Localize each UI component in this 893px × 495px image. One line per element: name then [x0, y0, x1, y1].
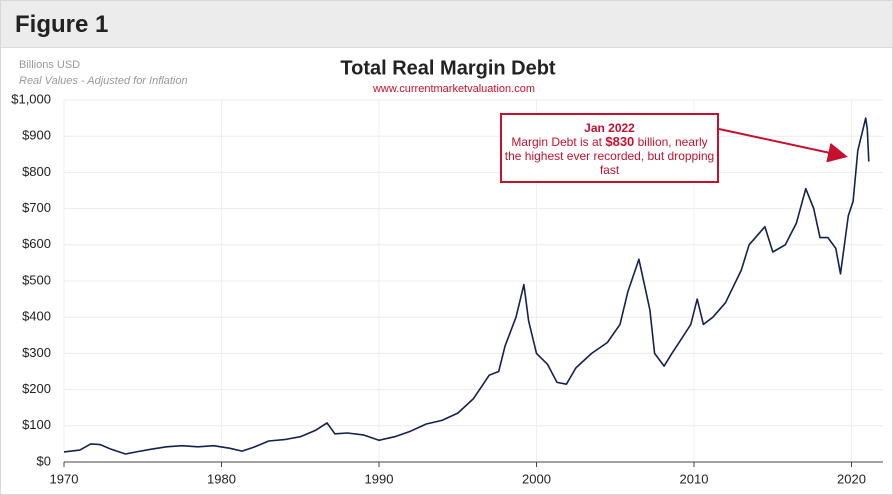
- y-tick-label: $1,000: [11, 91, 51, 106]
- annotation-text: billion, nearly the highest ever recorde…: [504, 135, 715, 177]
- y-note: Real Values - Adjusted for Inflation: [19, 75, 188, 87]
- chart-subtitle: www.currentmarketvaluation.com: [372, 83, 535, 95]
- x-tick-label: 2010: [680, 471, 709, 486]
- annotation: Jan 2022 Margin Debt is at $830 billion,…: [500, 113, 719, 183]
- x-tick-label: 2020: [837, 471, 866, 486]
- annotation-text: Margin Debt is at: [511, 135, 603, 149]
- y-tick-label: $700: [22, 200, 51, 215]
- y-tick-label: $300: [22, 345, 51, 360]
- x-tick-label: 1980: [207, 471, 236, 486]
- x-tick-label: 1970: [50, 471, 79, 486]
- y-tick-label: $600: [22, 236, 51, 251]
- annotation-title: Jan 2022: [584, 121, 635, 135]
- y-tick-label: $800: [22, 164, 51, 179]
- chart-title: Total Real Margin Debt: [340, 57, 556, 79]
- annotation-arrow: [718, 128, 848, 163]
- x-tick-label: 2000: [522, 471, 551, 486]
- header: Figure 1: [1, 1, 892, 48]
- y-tick-label: $400: [22, 309, 51, 324]
- y-tick-label: $0: [37, 453, 51, 468]
- figure-title: Figure 1: [15, 11, 109, 38]
- y-tick-label: $900: [22, 128, 51, 143]
- y-tick-label: $200: [22, 381, 51, 396]
- annotation-highlight: $830: [605, 134, 635, 149]
- data-line: [63, 117, 870, 455]
- y-label: Billions USD: [19, 59, 80, 71]
- y-tick-label: $100: [22, 417, 51, 432]
- y-tick-label: $500: [22, 272, 51, 287]
- x-tick-label: 1990: [365, 471, 394, 486]
